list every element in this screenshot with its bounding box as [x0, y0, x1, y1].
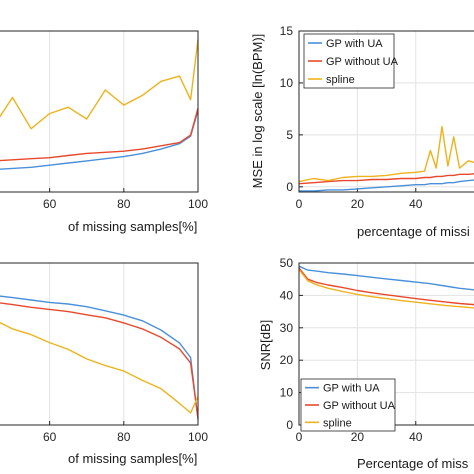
y-tick-label: 10 — [280, 386, 294, 400]
y-tick-label: 10 — [280, 76, 294, 90]
y-tick-label: 50 — [280, 256, 294, 270]
y-axis-label: SNR[dB] — [258, 320, 273, 371]
series-line-1 — [298, 267, 474, 306]
x-tick-label: 20 — [351, 430, 365, 444]
series-line-1 — [298, 173, 474, 185]
series-line-2 — [298, 125, 474, 183]
y-tick-label: 0 — [286, 180, 293, 194]
x-tick-label: 40 — [409, 197, 423, 211]
y-tick-label: 40 — [280, 288, 294, 302]
x-tick-label: 100 — [188, 197, 208, 211]
legend-label: GP without UA — [323, 400, 396, 412]
x-tick-label: 40 — [409, 430, 423, 444]
series-line-0 — [0, 110, 199, 170]
panel-bottom-right: 0 20 40 0 10 20 30 40 50 Percentage of miss SNR[dB… — [258, 256, 474, 471]
series-line-2 — [0, 321, 199, 414]
legend-label: GP without UA — [326, 56, 399, 68]
series-line-0 — [299, 179, 474, 192]
x-tick-label: 60 — [43, 197, 57, 211]
series-line-0 — [0, 295, 199, 420]
series-line-1 — [0, 108, 199, 162]
x-axis-label: of missing samples[%] — [68, 451, 197, 466]
y-tick-label: 20 — [280, 353, 294, 367]
panel-top-left: 60 80 100 of missing samples[%] — [0, 30, 208, 234]
x-tick-label: 20 — [351, 197, 365, 211]
legend-label: GP with UA — [323, 383, 380, 395]
x-tick-label: 0 — [296, 197, 303, 211]
panel-top-right: 0 20 40 0 5 10 15 percentage of missi MSE in log… — [250, 24, 474, 239]
axes-frame — [0, 30, 199, 193]
legend-label: spline — [323, 417, 352, 429]
legend-label: GP with UA — [326, 38, 383, 50]
legend: GP with UA GP without UA spline — [303, 33, 399, 89]
x-tick-label: 80 — [117, 197, 131, 211]
y-tick-label: 0 — [286, 418, 293, 432]
series-line-1 — [0, 302, 199, 419]
series-line-2 — [0, 39, 199, 130]
x-tick-label: 0 — [296, 430, 303, 444]
legend: GP with UA GP without UA spline — [300, 378, 396, 432]
x-axis-label: of missing samples[%] — [68, 219, 197, 234]
y-axis-label: MSE in log scale [ln(BPM)] — [250, 34, 265, 189]
axes-frame — [298, 30, 474, 193]
y-tick-label: 30 — [280, 321, 294, 335]
x-axis-label: percentage of missi — [357, 224, 470, 239]
x-tick-label: 60 — [43, 430, 57, 444]
x-tick-label: 100 — [188, 430, 208, 444]
x-tick-label: 80 — [117, 430, 131, 444]
series-line-2 — [298, 269, 474, 309]
x-axis-label: Percentage of miss — [357, 456, 469, 471]
legend-label: spline — [326, 74, 355, 86]
series-line-0 — [298, 265, 474, 291]
panel-bottom-left: 60 80 100 of missing samples[%] — [0, 262, 208, 466]
axes-frame — [0, 262, 199, 426]
y-tick-label: 15 — [280, 24, 294, 38]
y-tick-label: 5 — [286, 128, 293, 142]
